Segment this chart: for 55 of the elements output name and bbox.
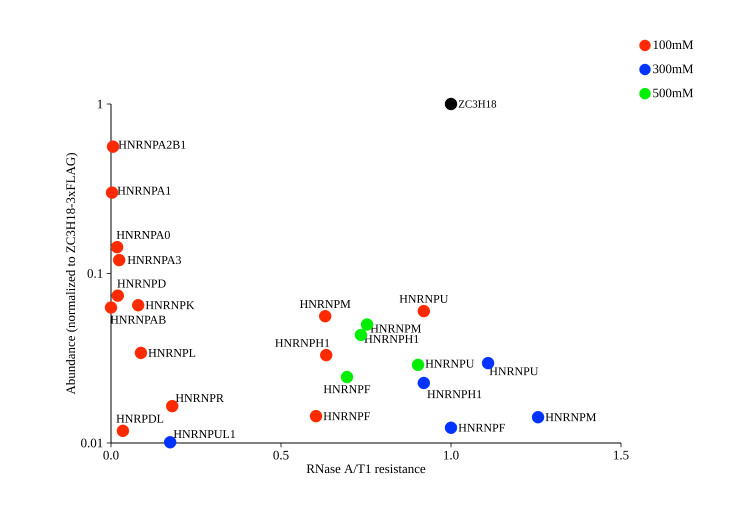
annotation: HNRNPM — [370, 324, 422, 332]
annotation: HNRNPH1 — [275, 339, 330, 347]
point — [134, 346, 148, 360]
annotation: HNRNPL — [148, 349, 196, 357]
legend-label: 300mM — [653, 64, 694, 74]
annotation: HNRNPM — [546, 413, 596, 422]
point — [104, 301, 118, 314]
annotation: HNRNPUL1 — [174, 430, 236, 438]
annotation: HNRNPR — [176, 394, 224, 402]
annotation: HNRNPA0 — [116, 230, 170, 239]
point — [532, 410, 544, 424]
annotation: ZC3H18 — [458, 100, 496, 108]
point — [116, 424, 130, 438]
point — [412, 358, 424, 372]
legend-label: 100mM — [654, 40, 694, 50]
point — [418, 376, 430, 390]
annotation: HNRNPD — [117, 280, 166, 288]
point — [444, 98, 458, 110]
annotation: HNRNPH1 — [427, 390, 482, 398]
x-tick-label: 1.0 — [444, 450, 459, 460]
annotation: HNRNPF — [458, 424, 505, 432]
point — [112, 254, 126, 266]
point — [110, 240, 124, 254]
point — [132, 299, 144, 312]
y-tick-label: 0.1 — [88, 269, 102, 278]
annotation: HNRNPM — [300, 300, 350, 308]
annotation: HNRNPA3 — [128, 256, 181, 264]
annotation: HNRNPA1 — [118, 186, 171, 195]
x-tick-label: 0.0 — [103, 450, 119, 460]
legend-label: 500mM — [653, 88, 694, 98]
annotation: HNRNPU — [490, 367, 538, 376]
point — [106, 140, 120, 153]
annotation: HNRPDL — [116, 414, 164, 423]
point — [340, 370, 354, 384]
point — [320, 348, 332, 362]
x-tick-label: 0.5 — [273, 450, 289, 460]
point — [106, 186, 118, 199]
y-tick-label: 0.01 — [81, 438, 102, 448]
annotation: HNRNPA2B1 — [118, 140, 186, 149]
x-tick-label: 1.5 — [614, 450, 629, 460]
x-axis-title: RNase A/T1 resistance — [306, 464, 426, 474]
annotation: HNRNPU — [426, 360, 474, 368]
point — [444, 422, 458, 434]
annotation: HNRNPH1 — [364, 335, 419, 343]
annotation: HNRNPK — [146, 301, 194, 310]
y-axis-title: Abundance (normalized to ZC3H18-3xFLAG) — [66, 153, 78, 394]
annotation: HNRNPF — [324, 412, 370, 420]
annotation: HNRNPU — [400, 294, 448, 303]
annotation: HNRNPF — [324, 385, 370, 394]
point — [310, 410, 322, 422]
annotation: HNRNPAB — [110, 316, 166, 324]
point — [418, 304, 430, 318]
point — [112, 289, 124, 302]
point — [319, 310, 332, 322]
y-tick-label: 1 — [98, 100, 102, 108]
